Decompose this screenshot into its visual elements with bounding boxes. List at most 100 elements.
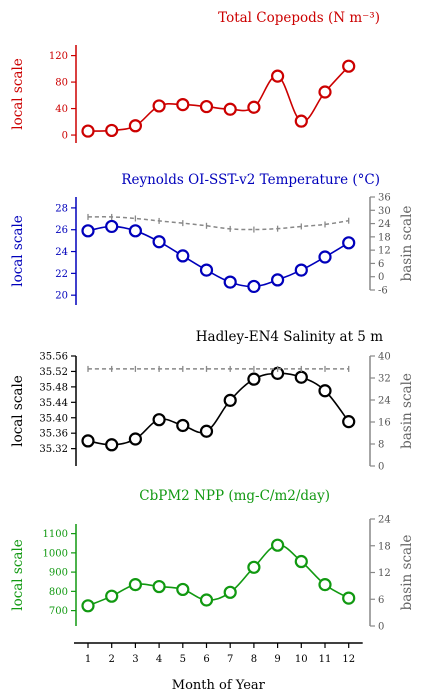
x-tick-label: 12 bbox=[342, 654, 355, 665]
right-tick-label: 18 bbox=[378, 232, 391, 243]
local-data-point bbox=[318, 250, 332, 264]
left-tick-label: 40 bbox=[55, 104, 68, 115]
local-data-point bbox=[176, 418, 190, 433]
right-tick-label: 16 bbox=[378, 418, 391, 429]
right-tick-label: -6 bbox=[378, 286, 388, 297]
left-tick-label: 35.48 bbox=[39, 382, 68, 393]
left-tick-label: 35.36 bbox=[39, 429, 68, 440]
right-tick-label: 24 bbox=[378, 219, 391, 230]
right-tick-label: 12 bbox=[378, 568, 391, 579]
left-tick-label: 35.40 bbox=[39, 413, 68, 424]
local-series-line bbox=[87, 544, 350, 607]
local-data-point bbox=[342, 59, 356, 73]
right-axis-label: basin scale bbox=[399, 373, 415, 449]
left-tick-label: 800 bbox=[49, 587, 68, 598]
x-axis: 1 2 3 4 5 6 7 8 9 10 11 12 Month of Year bbox=[74, 642, 363, 693]
local-data-point bbox=[318, 384, 332, 398]
right-tick-label: 40 bbox=[378, 352, 391, 363]
right-axis-label: basin scale bbox=[399, 206, 415, 282]
chart-panel: Reynolds OI-SST-v2 Temperature (°C) 20 22 2… bbox=[10, 172, 415, 305]
local-data-point bbox=[223, 275, 237, 289]
local-data-point bbox=[271, 273, 285, 287]
local-data-point bbox=[318, 85, 332, 99]
left-tick-label: 80 bbox=[55, 78, 68, 89]
basin-series-line bbox=[87, 216, 349, 231]
left-axis-label: local scale bbox=[10, 539, 26, 611]
local-data-point bbox=[247, 560, 261, 574]
local-data-point bbox=[294, 554, 308, 569]
x-tick-label: 1 bbox=[85, 654, 91, 665]
local-data-point bbox=[81, 599, 95, 613]
left-tick-label: 35.56 bbox=[39, 352, 68, 363]
left-tick-label: 1100 bbox=[43, 529, 68, 540]
left-tick-label: 22 bbox=[55, 269, 68, 280]
x-tick-label: 9 bbox=[274, 654, 280, 665]
chart-panel: CbPM2 NPP (mg-C/m2/day) 700 800 900 1000 1100… bbox=[10, 488, 415, 633]
right-tick-label: 0 bbox=[378, 272, 384, 283]
local-data-point bbox=[342, 591, 356, 605]
left-tick-label: 0 bbox=[62, 131, 68, 142]
local-series-line bbox=[87, 372, 350, 446]
x-axis-label: Month of Year bbox=[172, 678, 266, 693]
left-tick-label: 24 bbox=[55, 247, 68, 258]
local-data-point bbox=[342, 415, 356, 429]
right-tick-label: 0 bbox=[378, 622, 384, 633]
local-data-point bbox=[176, 97, 190, 112]
left-tick-label: 20 bbox=[55, 291, 68, 302]
left-tick-label: 26 bbox=[55, 225, 68, 236]
local-data-point bbox=[247, 279, 261, 294]
local-series-line bbox=[87, 225, 350, 288]
local-data-point bbox=[199, 263, 214, 277]
right-tick-label: 36 bbox=[378, 193, 391, 204]
local-data-point bbox=[81, 434, 95, 448]
left-tick-label: 35.52 bbox=[39, 367, 68, 378]
x-tick-label: 4 bbox=[156, 654, 162, 665]
local-data-point bbox=[176, 582, 190, 597]
chart-title: Hadley-EN4 Salinity at 5 m bbox=[196, 329, 383, 345]
local-data-point bbox=[294, 263, 308, 277]
local-data-point bbox=[199, 593, 214, 607]
x-tick-label: 5 bbox=[180, 654, 186, 665]
local-data-point bbox=[152, 99, 166, 113]
local-data-point bbox=[105, 589, 119, 603]
local-data-point bbox=[247, 100, 261, 114]
local-data-point bbox=[128, 432, 142, 446]
local-data-point bbox=[152, 235, 166, 249]
chart-title: CbPM2 NPP (mg-C/m2/day) bbox=[139, 488, 330, 504]
local-data-point bbox=[294, 370, 308, 384]
local-data-point bbox=[152, 579, 166, 594]
right-tick-label: 0 bbox=[378, 462, 384, 473]
local-data-point bbox=[105, 438, 119, 452]
local-data-point bbox=[105, 123, 119, 138]
local-data-point bbox=[199, 99, 214, 114]
local-data-point bbox=[271, 538, 285, 552]
left-axis-label: local scale bbox=[10, 215, 26, 287]
chart-title: Total Copepods (N m⁻³) bbox=[218, 10, 380, 26]
left-tick-label: 700 bbox=[49, 606, 68, 617]
right-tick-label: 6 bbox=[378, 595, 384, 606]
left-tick-label: 28 bbox=[55, 203, 68, 214]
local-data-point bbox=[176, 249, 190, 263]
local-data-point bbox=[152, 413, 166, 427]
local-data-point bbox=[81, 224, 95, 238]
local-data-point bbox=[247, 372, 261, 386]
x-tick-label: 11 bbox=[319, 654, 332, 665]
chart-panel: Total Copepods (N m⁻³) 0 40 80 120 local scal… bbox=[10, 10, 380, 143]
right-tick-label: 12 bbox=[378, 246, 391, 257]
chart-title: Reynolds OI-SST-v2 Temperature (°C) bbox=[121, 172, 380, 188]
x-tick-label: 7 bbox=[227, 654, 233, 665]
local-data-point bbox=[342, 236, 356, 250]
right-tick-label: 18 bbox=[378, 541, 391, 552]
x-tick-label: 6 bbox=[203, 654, 209, 665]
left-axis-label: local scale bbox=[10, 375, 26, 447]
right-axis-label: basin scale bbox=[399, 535, 415, 611]
local-data-point bbox=[128, 224, 142, 238]
right-tick-label: 6 bbox=[378, 259, 384, 270]
chart-panel: Hadley-EN4 Salinity at 5 m 35.32 35.36 35.4… bbox=[10, 329, 415, 473]
local-data-point bbox=[223, 585, 237, 599]
right-tick-label: 30 bbox=[378, 206, 391, 217]
left-tick-label: 1000 bbox=[43, 548, 68, 559]
x-tick-label: 10 bbox=[295, 654, 308, 665]
left-axis-label: local scale bbox=[10, 58, 26, 130]
